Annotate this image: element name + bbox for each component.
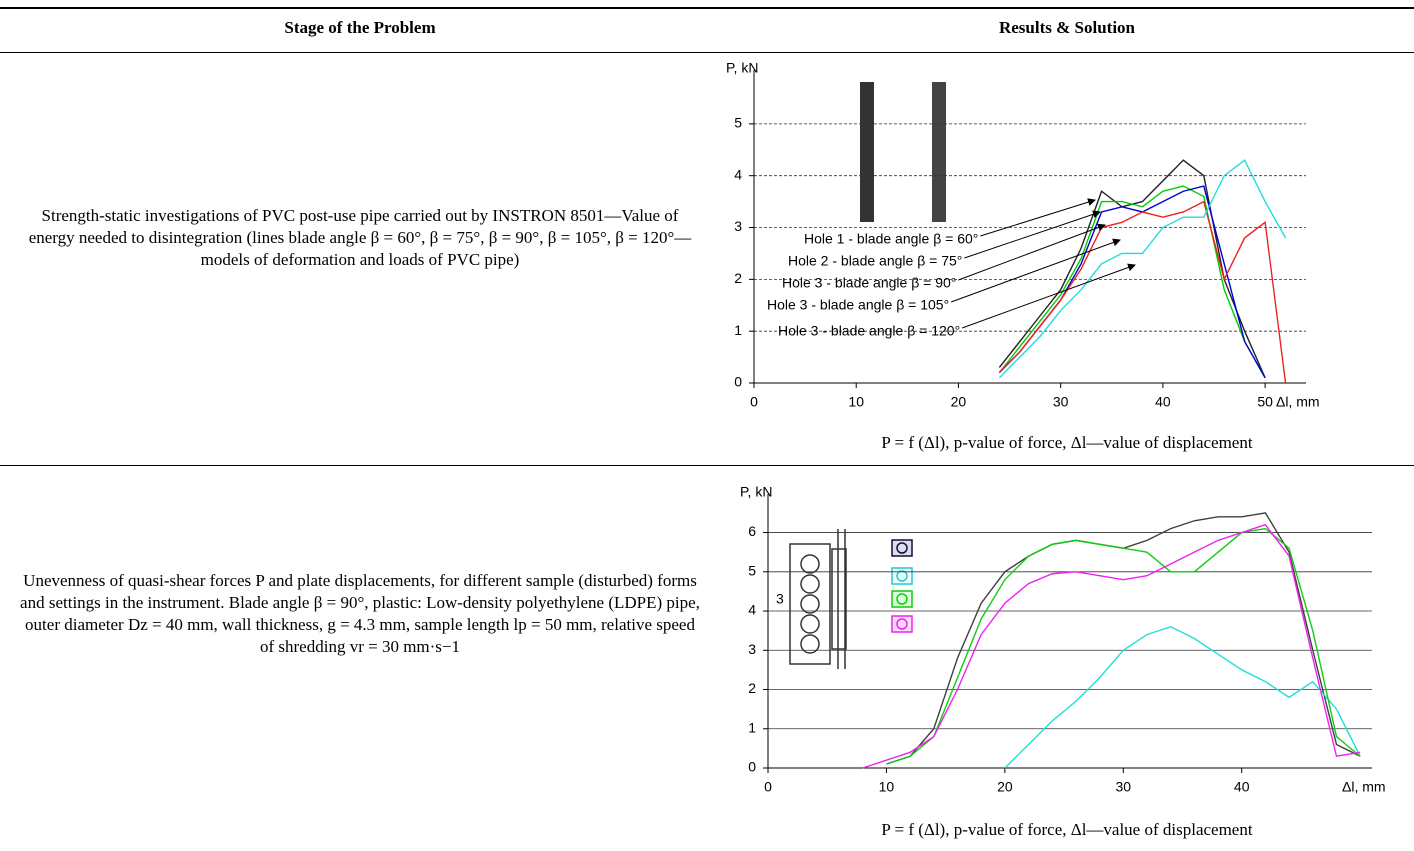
y-tick-label: 3 [734,218,742,234]
x-tick-label: 20 [997,779,1013,795]
annotation: Hole 2 - blade angle β = 75° [788,253,962,269]
y-tick-label: 1 [748,719,756,735]
y-tick-label: 0 [734,374,742,390]
annotation-arrow [980,198,1096,237]
y-tick-label: 5 [748,562,756,578]
chart: 3 0 1 2 3 4 5 6 0 10 20 30 40 P, kN Δl, mm [740,484,1386,795]
x-tick-label: 40 [1234,779,1250,795]
diagram-label: 3 [776,591,784,607]
annotation-arrow [958,223,1106,281]
top-rule [0,7,1414,9]
line-series [998,185,1266,379]
y-axis-label: P, kN [740,484,772,500]
annotation-arrow [950,238,1121,303]
blade-image [860,82,874,222]
y-axis-label: P, kN [726,62,758,76]
annotation: Hole 3 - blade angle β = 105° [767,297,949,313]
header: Stage of the Problem [284,18,436,37]
x-tick-label: 40 [1155,394,1171,410]
y-tick-label: 2 [748,680,756,696]
y-tick-label: 6 [748,523,756,539]
y-tick-label: 0 [748,759,756,775]
x-tick-label: 30 [1053,394,1069,410]
line-series [862,523,1361,769]
header: Results & Solution [998,18,1136,37]
x-tick-label: 10 [848,394,864,410]
x-tick-label: 30 [1116,779,1132,795]
y-tick-label: 3 [748,641,756,657]
legend-symbols [891,539,913,633]
x-tick-label: 0 [764,779,772,795]
annotation: Hole 1 - blade angle β = 60° [804,231,978,247]
line-series [998,159,1287,379]
caption: P = f (Δl), p-value of force, Δl—value o… [881,820,1253,839]
annotation: Hole 3 - blade angle β = 90° [782,275,956,291]
header-rule [0,52,1414,53]
row-rule [0,465,1414,466]
x-tick-label: 20 [951,394,967,410]
x-tick-label: 0 [750,394,758,410]
y-tick-label: 2 [734,270,742,286]
y-tick-label: 4 [734,166,742,182]
y-tick-label: 4 [748,602,756,618]
y-tick-label: 5 [734,115,742,131]
stage-text: Unevenness of quasi-shear forces P and p… [20,571,700,656]
x-axis-label: Δl, mm [1276,394,1320,410]
annotation: Hole 3 - blade angle β = 120° [778,323,960,339]
blade-image [932,82,946,222]
line-series [998,200,1287,384]
annotation-arrow [962,263,1136,329]
x-tick-label: 10 [879,779,895,795]
stage-text: Strength-static investigations of PVC po… [28,206,692,269]
annotation-arrow [964,210,1101,259]
caption: P = f (Δl), p-value of force, Δl—value o… [881,433,1253,452]
x-tick-label: 50 [1257,394,1273,410]
line-series [886,527,1361,765]
schematic [789,529,847,669]
x-axis-label: Δl, mm [1342,779,1386,795]
line-series [1004,625,1361,769]
y-tick-label: 1 [734,322,742,338]
